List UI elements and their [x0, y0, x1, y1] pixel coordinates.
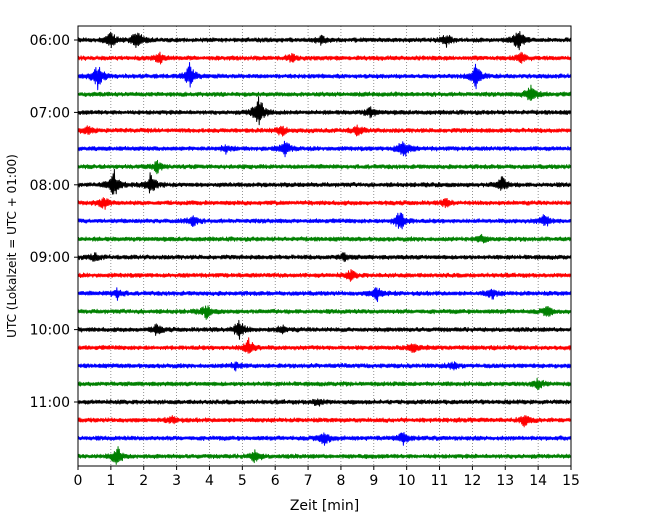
- y-tick-label: 07:00: [30, 105, 70, 121]
- trace-line: [77, 319, 572, 340]
- trace-line: [77, 361, 572, 372]
- y-tick-label: 08:00: [30, 178, 70, 194]
- trace-line: [77, 31, 572, 51]
- trace-line: [77, 431, 572, 446]
- x-tick-label: 8: [336, 473, 345, 489]
- x-axis: 0 1 2 3 4 5 6 7 8 9 10 11 12 13 14 15: [74, 466, 580, 489]
- trace-line: [77, 252, 572, 263]
- y-tick-label: 06:00: [30, 33, 70, 49]
- trace-lines: [77, 31, 572, 465]
- trace-line: [77, 62, 572, 91]
- trace-line: [77, 287, 572, 303]
- grid-lines: [110, 26, 539, 466]
- trace-line: [77, 159, 572, 175]
- x-tick-label: 6: [271, 473, 280, 489]
- trace-line: [77, 140, 572, 158]
- x-axis-title: Zeit [min]: [290, 498, 359, 514]
- trace-line: [77, 398, 572, 407]
- trace-line: [77, 446, 572, 465]
- trace-line: [77, 84, 572, 101]
- trace-line: [77, 51, 572, 65]
- trace-line: [77, 96, 572, 126]
- trace-line: [77, 269, 572, 282]
- trace-line: [77, 305, 572, 320]
- y-axis: 06:00 07:00 08:00 09:00 10:00 11:00: [30, 33, 78, 411]
- trace-line: [77, 377, 572, 391]
- x-tick-label: 14: [529, 473, 547, 489]
- trace-line: [77, 197, 572, 210]
- y-axis-title: UTC (Lokalzeit = UTC + 01:00): [5, 154, 19, 338]
- y-tick-label: 11:00: [30, 395, 70, 411]
- x-tick-label: 2: [139, 473, 148, 489]
- x-tick-label: 4: [205, 473, 214, 489]
- trace-line: [77, 168, 572, 195]
- x-tick-label: 13: [496, 473, 514, 489]
- x-tick-label: 10: [398, 473, 416, 489]
- y-tick-label: 10:00: [30, 323, 70, 339]
- x-tick-label: 11: [431, 473, 449, 489]
- x-tick-label: 0: [74, 473, 83, 489]
- x-tick-label: 9: [369, 473, 378, 489]
- y-tick-label: 09:00: [30, 250, 70, 266]
- x-tick-label: 7: [304, 473, 313, 489]
- trace-line: [77, 124, 572, 137]
- x-tick-label: 1: [106, 473, 115, 489]
- x-tick-label: 3: [172, 473, 181, 489]
- trace-line: [77, 337, 572, 354]
- trace-line: [77, 233, 572, 244]
- x-tick-label: 15: [562, 473, 580, 489]
- trace-line: [77, 415, 572, 428]
- trace-line: [77, 212, 572, 230]
- plot-frame: [77, 25, 572, 467]
- x-tick-label: 12: [463, 473, 481, 489]
- x-tick-label: 5: [238, 473, 247, 489]
